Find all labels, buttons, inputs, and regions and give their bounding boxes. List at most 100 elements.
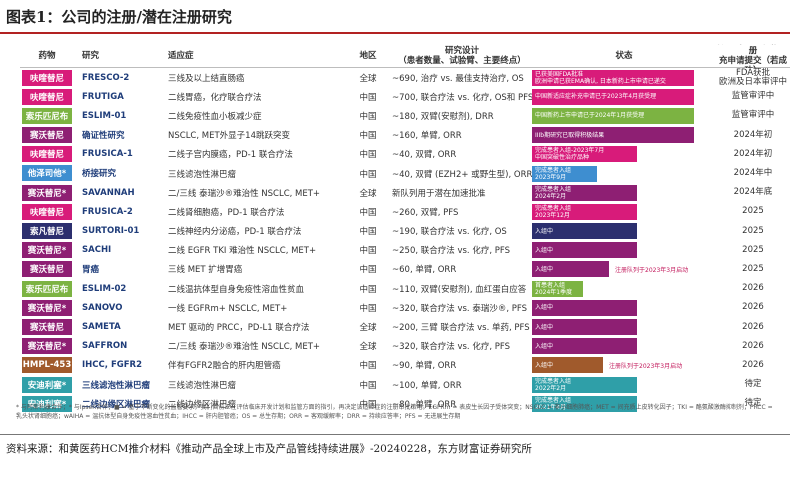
drug-badge: 赛沃替尼* bbox=[22, 184, 72, 201]
status-cell: 入组中 bbox=[532, 317, 716, 336]
study-name: 三线滤泡性淋巴瘤 bbox=[82, 380, 151, 391]
filing-timing: 2025 bbox=[742, 244, 764, 255]
indication: 二/三线 泰瑞沙®难治性 NSCLC, MET+ bbox=[168, 342, 321, 353]
study-name: ESLIM-01 bbox=[82, 110, 127, 121]
study-design: ~60, 单臂, ORR bbox=[392, 265, 457, 276]
status-cell: 完成患者入组 2021年4月 bbox=[532, 394, 716, 413]
indication: 二线胃癌，化疗联合疗法 bbox=[168, 92, 262, 103]
filing-timing: 2025 bbox=[742, 206, 764, 217]
indication: 二线温抗体型自身免疫性溶血性贫血 bbox=[168, 284, 305, 295]
study-design: ~40, 双臂, ORR bbox=[392, 150, 457, 161]
region: 中国 bbox=[359, 150, 377, 161]
table-row: 赛沃替尼 确证性研究 NSCLC, MET外显子14跳跃突变 中国 ~160, 单臂, … bbox=[20, 126, 790, 145]
indication: MET 驱动的 PRCC，PD-L1 联合疗法 bbox=[168, 323, 310, 334]
table-row: 索乐匹尼布 ESLIM-02 二线温抗体型自身免疫性溶血性贫血 中国 ~110, 双臂(… bbox=[20, 279, 790, 298]
table-row: 索乐匹尼布 ESLIM-01 二线免疫性血小板减少症 中国 ~180, 双臂(安慰剂),… bbox=[20, 106, 790, 125]
status-bar: 入组中 bbox=[532, 261, 609, 278]
study-name: SANOVO bbox=[82, 302, 123, 313]
table-row: 呋喹替尼 FRUSICA-2 二线肾细胞癌，PD-1 联合疗法 中国 ~260, 双臂,… bbox=[20, 202, 790, 221]
indication: 伴有FGFR2融合的肝内胆管癌 bbox=[168, 361, 281, 372]
region: 中国 bbox=[359, 265, 377, 276]
table-row: 索凡替尼 SURTORI-01 二线神经内分泌癌，PD-1 联合疗法 中国 ~190, … bbox=[20, 222, 790, 241]
study-design: ~260, 双臂, PFS bbox=[392, 207, 459, 218]
filing-timing: 2026 bbox=[742, 283, 764, 294]
pipeline-table: 药物 研究 适应症 地区 研究设计 （患者数量、试验臂、主要终点） 状态 拟新药… bbox=[20, 44, 790, 413]
status-bar: 完成患者入组 2022年2月 bbox=[532, 376, 637, 393]
region: 中国 bbox=[359, 207, 377, 218]
drug-badge: 赛沃替尼* bbox=[22, 338, 72, 355]
indication: 二线边缘区淋巴瘤 bbox=[168, 399, 237, 410]
header-filing: 拟新药上市申请/注册 充申请提交（若成功） bbox=[717, 44, 788, 68]
drug-badge: 索乐匹尼布 bbox=[22, 280, 72, 297]
status-bar: 首患者入组 2024年1季度 bbox=[532, 280, 583, 297]
status-bar: 完成患者入组 2024年2月 bbox=[532, 184, 637, 201]
filing-timing: 2025 bbox=[742, 263, 764, 274]
study-design: ~90, 单臂, ORR bbox=[392, 361, 457, 372]
indication: NSCLC, MET外显子14跳跃突变 bbox=[168, 131, 290, 142]
indication: 三线 MET 扩增胃癌 bbox=[168, 265, 243, 276]
drug-badge: 呋喹替尼 bbox=[22, 88, 72, 105]
header-study: 研究 bbox=[82, 51, 100, 61]
status-cell: 首患者入组 2024年1季度 bbox=[532, 279, 716, 298]
filing-timing: 2025 bbox=[742, 225, 764, 236]
status-bar: 入组中 bbox=[532, 319, 637, 336]
study-name: SURTORI-01 bbox=[82, 226, 140, 236]
footnote: * 与阿斯利康合作；* 与Ipsen合作；■ = 基于不断变化的监管要求，我们目… bbox=[16, 404, 773, 420]
region: 中国 bbox=[359, 246, 377, 257]
status-bar: 入组中 bbox=[532, 338, 637, 355]
status-bar: 完成患者入组 2023年9月 bbox=[532, 165, 597, 182]
status-note: 注册队列于2023年3月启动 bbox=[609, 362, 683, 370]
status-cell: 中国新药上市申请已于2024年1月获受理 bbox=[532, 106, 716, 125]
study-name: FRUSICA-1 bbox=[82, 149, 133, 160]
status-note: 注册队列于2023年3月启动 bbox=[615, 266, 689, 274]
study-design: ~200, 三臂 联合疗法 vs. 单药, PFS bbox=[392, 323, 530, 334]
filing-timing: 2024年初 bbox=[733, 148, 773, 159]
table-row: 赛沃替尼 胃癌 三线 MET 扩增胃癌 中国 ~60, 单臂, ORR 入组中 注册队列于2… bbox=[20, 260, 790, 279]
indication: 一线 EGFRm+ NSCLC, MET+ bbox=[168, 303, 288, 314]
table-row: 呋喹替尼 FRESCO-2 三线及以上结直肠癌 全球 ~690, 治疗 vs. 最佳支持… bbox=[20, 68, 790, 87]
filing-timing: 待定 bbox=[744, 398, 762, 409]
region: 中国 bbox=[359, 169, 377, 180]
filing-timing: 2026 bbox=[742, 340, 764, 351]
drug-badge: 索乐匹尼布 bbox=[22, 107, 72, 124]
drug-badge: 赛沃替尼 bbox=[22, 318, 72, 335]
indication: 三线及以上结直肠癌 bbox=[168, 73, 245, 84]
study-name: FRUTIGA bbox=[82, 91, 124, 102]
indication: 二线免疫性血小板减少症 bbox=[168, 111, 262, 122]
region: 全球 bbox=[359, 73, 377, 84]
indication: 二线肾细胞癌，PD-1 联合疗法 bbox=[168, 207, 285, 218]
status-cell: 已获美国FDA批准 欧洲申请已获EMA确认, 日本新药上市申请已递交 bbox=[532, 68, 716, 87]
study-name: 二线边缘区淋巴瘤 bbox=[82, 399, 151, 410]
region: 全球 bbox=[359, 323, 377, 334]
title-rule bbox=[0, 32, 790, 34]
drug-badge: 他泽司他* bbox=[22, 165, 72, 182]
table-row: 呋喹替尼 FRUSICA-1 二线子宫内膜癌，PD-1 联合疗法 中国 ~40, 双臂,… bbox=[20, 145, 790, 164]
filing-timing: 2026 bbox=[742, 321, 764, 332]
drug-badge: 安迪利塞* bbox=[22, 395, 72, 412]
region: 全球 bbox=[359, 342, 377, 353]
status-bar: 入组中 bbox=[532, 299, 637, 316]
status-bar: 已获美国FDA批准 欧洲申请已获EMA确认, 日本新药上市申请已递交 bbox=[532, 69, 694, 86]
status-cell: 入组中 bbox=[532, 337, 716, 356]
header-indication: 适应症 bbox=[168, 51, 194, 61]
study-name: 胃癌 bbox=[82, 265, 100, 276]
filing-timing: FDA获批 欧洲及日本审评中 bbox=[718, 68, 787, 87]
indication: 二线子宫内膜癌，PD-1 联合疗法 bbox=[168, 150, 293, 161]
drug-badge: 赛沃替尼 bbox=[22, 261, 72, 278]
study-name: FRESCO-2 bbox=[82, 72, 130, 83]
study-name: IHCC, FGFR2 bbox=[82, 360, 142, 371]
study-design: ~180, 双臂(安慰剂), DRR bbox=[392, 111, 494, 122]
status-bar: 中国新药上市申请已于2024年1月获受理 bbox=[532, 107, 694, 124]
study-design: ~320, 联合疗法 vs. 泰瑞沙®, PFS bbox=[392, 303, 527, 314]
header-status: 状态 bbox=[615, 51, 633, 61]
status-cell: 完成患者入组 2023年12月 bbox=[532, 202, 716, 221]
table-row: 安迪利塞* 二线边缘区淋巴瘤 二线边缘区淋巴瘤 中国 ~80, 单臂, ORR 完成患者入… bbox=[20, 394, 790, 413]
study-name: SAMETA bbox=[82, 321, 121, 332]
drug-badge: HMPL-453 bbox=[22, 357, 72, 374]
filing-timing: 监管审评中 bbox=[731, 110, 775, 121]
status-bar: 中国新适应症补充申请已于2023年4月获受理 bbox=[532, 88, 694, 105]
study-design: ~100, 单臂, ORR bbox=[392, 380, 462, 391]
source-line: 资料来源：和黄医药HCM推介材料《推动产品全球上市及产品管线持续进展》-2024… bbox=[6, 443, 532, 455]
status-cell: 入组中 bbox=[532, 241, 716, 260]
study-design: ~110, 双臂(安慰剂), 血红蛋白应答 bbox=[392, 284, 527, 295]
